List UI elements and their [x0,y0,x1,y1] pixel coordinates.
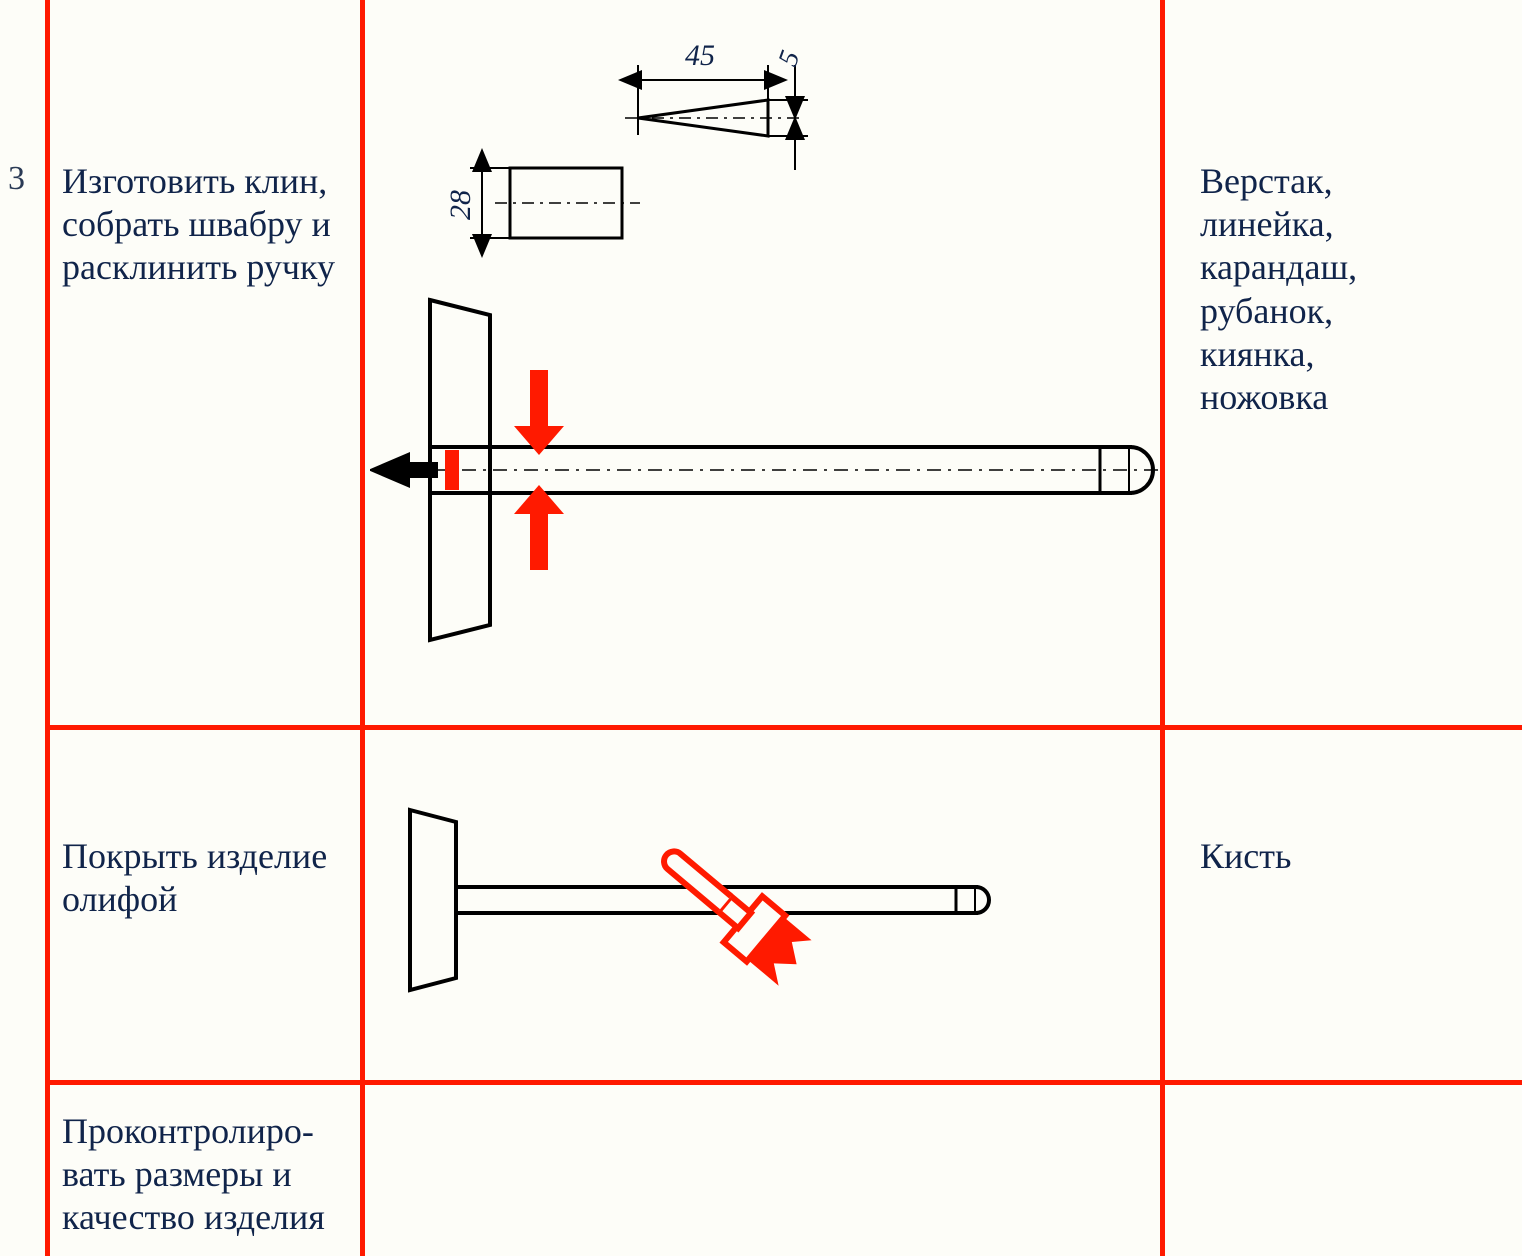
row2-left-text: Покрыть изделие олифой [62,835,362,921]
grid-h2 [45,1080,1522,1085]
row1-left-text: Изготовить клин, собрать швабру и раскли… [62,160,362,290]
dim-5-label: 5 [772,47,806,71]
grid-h1 [45,725,1522,730]
row2-right-text: Кисть [1200,835,1510,878]
dim-28-label: 28 [444,190,477,220]
grid-v3 [1160,0,1165,1256]
page: 3 Изготовить клин, собрать швабру и раск… [0,0,1522,1256]
row1-number: 3 [8,160,25,198]
row2-diagram [370,750,1160,1060]
row3-left-text: Проконтролиро- вать размеры и качество и… [62,1110,402,1240]
grid-v1 [45,0,50,1256]
row1-right-text: Верстак, линейка, карандаш, рубанок, кия… [1200,160,1510,419]
row1-diagram: 45 5 28 [370,10,1160,710]
dim-45-label: 45 [685,39,715,72]
